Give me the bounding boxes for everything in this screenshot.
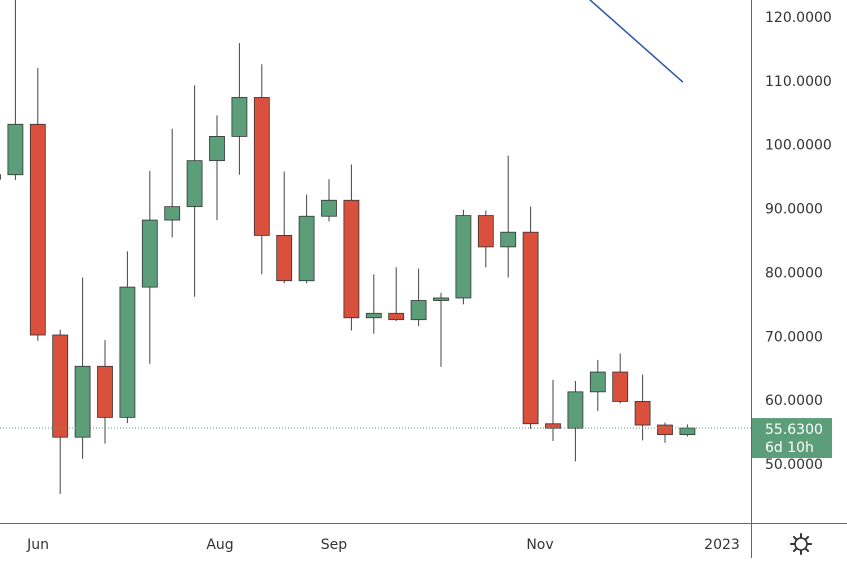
candle-body-down (253, 97, 270, 236)
candle[interactable] (455, 209, 472, 305)
price-tick-label: 50.0000 (765, 457, 823, 473)
candle[interactable] (477, 210, 494, 268)
candle[interactable] (7, 0, 24, 180)
candle-body-down (29, 123, 46, 336)
time-tick-label: Jun (26, 537, 49, 553)
candle[interactable] (545, 379, 561, 442)
candle[interactable] (97, 340, 113, 444)
candle[interactable] (343, 164, 360, 331)
candle-body-down (477, 215, 494, 248)
candle[interactable] (0, 157, 1, 186)
candle-body-down (388, 312, 405, 321)
candle[interactable] (657, 422, 673, 443)
candle[interactable] (679, 424, 696, 437)
price-tick-label: 60.0000 (765, 393, 823, 409)
time-tick-label: 2023 (704, 537, 740, 553)
candle-body-down (634, 401, 651, 426)
candle-body-up (119, 286, 136, 418)
candle[interactable] (634, 374, 651, 441)
last-price-badge (752, 418, 832, 459)
candle-body-up (186, 160, 203, 208)
candle[interactable] (589, 359, 606, 411)
candle[interactable] (119, 251, 136, 424)
trend-line[interactable] (553, 0, 684, 83)
candle-body-down (522, 231, 539, 425)
candle-body-down (545, 423, 561, 429)
candle[interactable] (52, 329, 69, 495)
candle[interactable] (276, 171, 293, 284)
candle[interactable] (253, 64, 270, 275)
candle[interactable] (231, 43, 248, 175)
candle[interactable] (74, 277, 91, 459)
candle-body-down (97, 365, 113, 418)
candle-body-up (164, 206, 181, 221)
candle-body-up (455, 215, 472, 299)
candle[interactable] (164, 128, 181, 238)
candle-body-up (7, 123, 24, 176)
price-tick-label: 120.0000 (765, 10, 832, 26)
time-tick-label: Aug (206, 537, 233, 553)
candle-body-up (410, 300, 427, 321)
candle[interactable] (365, 274, 382, 334)
price-tick-label: 110.0000 (765, 74, 832, 90)
candle[interactable] (612, 353, 629, 404)
candle-body-down (343, 199, 360, 319)
candle[interactable] (186, 85, 203, 297)
candle[interactable] (141, 170, 158, 364)
bar-countdown: 6d 10h (765, 440, 814, 456)
candle[interactable] (209, 115, 225, 221)
candle[interactable] (522, 206, 539, 429)
gear-icon[interactable] (790, 533, 812, 555)
candles-layer (0, 0, 696, 495)
price-tick-label: 100.0000 (765, 138, 832, 154)
candle-body-up (321, 199, 337, 217)
candle[interactable] (298, 194, 315, 284)
candle[interactable] (500, 155, 517, 278)
time-tick-label: Nov (526, 537, 553, 553)
candle[interactable] (321, 179, 337, 222)
candle[interactable] (388, 267, 405, 321)
candle[interactable] (29, 68, 46, 341)
candle-body-down (612, 371, 629, 402)
candle-body-up (500, 231, 517, 248)
candle-body-up (231, 97, 248, 137)
candle-body-up (589, 371, 606, 393)
last-price-value: 55.6300 (765, 422, 823, 438)
candle[interactable] (410, 268, 427, 327)
candle-body-down (276, 234, 293, 282)
candle-body-down (52, 334, 69, 438)
candle-body-up (365, 312, 382, 319)
candle[interactable] (567, 380, 584, 462)
candle-body-up (298, 215, 315, 282)
candle-body-up (74, 365, 91, 438)
candle-body-up (567, 391, 584, 429)
candle-body-up (209, 136, 225, 162)
candle-body-up (0, 174, 1, 180)
candle-body-up (679, 427, 696, 436)
overlay-layer (0, 0, 751, 429)
candle[interactable] (433, 292, 449, 367)
gear-ring (794, 537, 808, 551)
price-tick-label: 90.0000 (765, 202, 823, 218)
candle-body-up (141, 219, 158, 288)
price-tick-label: 70.0000 (765, 329, 823, 345)
candle-body-down (657, 424, 673, 436)
time-tick-label: Sep (321, 537, 348, 553)
price-tick-label: 80.0000 (765, 265, 823, 281)
candle-body-up (433, 297, 449, 301)
